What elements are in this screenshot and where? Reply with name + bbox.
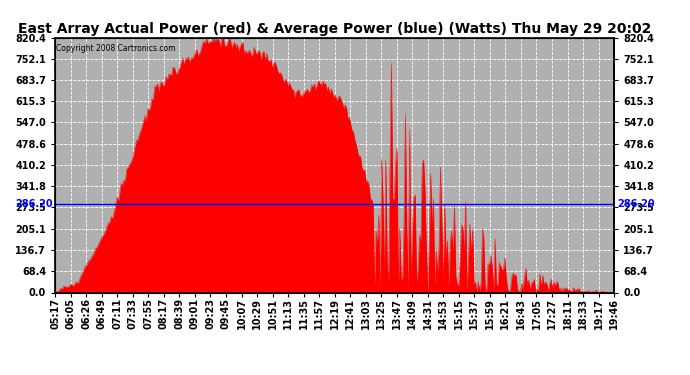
Title: East Array Actual Power (red) & Average Power (blue) (Watts) Thu May 29 20:02: East Array Actual Power (red) & Average …: [18, 22, 651, 36]
Text: Copyright 2008 Cartronics.com: Copyright 2008 Cartronics.com: [57, 44, 176, 53]
Text: 286.20: 286.20: [617, 198, 655, 208]
Text: 286.20: 286.20: [14, 198, 52, 208]
